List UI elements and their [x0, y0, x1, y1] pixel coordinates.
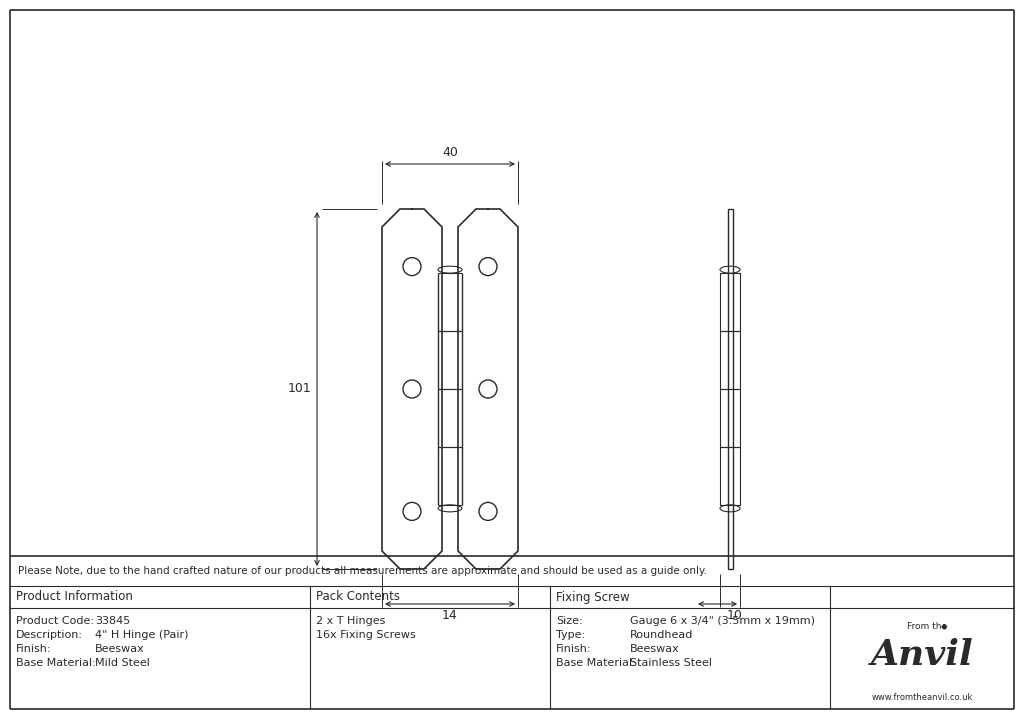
- Text: Mild Steel: Mild Steel: [95, 658, 150, 668]
- Text: Beeswax: Beeswax: [630, 644, 680, 654]
- Text: Size:: Size:: [556, 616, 583, 626]
- Text: 4" H Hinge (Pair): 4" H Hinge (Pair): [95, 630, 188, 640]
- Text: Fixing Screw: Fixing Screw: [556, 590, 630, 603]
- Text: Anvil: Anvil: [870, 638, 974, 672]
- Text: 14: 14: [442, 609, 458, 622]
- Text: Base Material:: Base Material:: [16, 658, 96, 668]
- Text: Roundhead: Roundhead: [630, 630, 693, 640]
- Text: 10: 10: [727, 609, 743, 622]
- Text: 40: 40: [442, 146, 458, 159]
- Text: Beeswax: Beeswax: [95, 644, 144, 654]
- Bar: [720, 331, 740, 389]
- Text: 101: 101: [288, 383, 311, 395]
- Text: Finish:: Finish:: [556, 644, 592, 654]
- Text: www.fromtheanvil.co.uk: www.fromtheanvil.co.uk: [871, 693, 973, 702]
- Bar: [720, 273, 740, 331]
- Text: 16x Fixing Screws: 16x Fixing Screws: [316, 630, 416, 640]
- Bar: [720, 447, 740, 505]
- Text: 2 x T Hinges: 2 x T Hinges: [316, 616, 385, 626]
- Text: From the: From the: [907, 622, 947, 631]
- Text: Stainless Steel: Stainless Steel: [630, 658, 712, 668]
- Bar: [727, 209, 732, 569]
- Text: ◆: ◆: [941, 622, 947, 631]
- Text: Finish:: Finish:: [16, 644, 51, 654]
- Text: Product Code:: Product Code:: [16, 616, 94, 626]
- Text: 33845: 33845: [95, 616, 130, 626]
- Text: Please Note, due to the hand crafted nature of our products all measurements are: Please Note, due to the hand crafted nat…: [18, 566, 707, 576]
- Text: Type:: Type:: [556, 630, 585, 640]
- Text: Pack Contents: Pack Contents: [316, 590, 400, 603]
- Text: Description:: Description:: [16, 630, 83, 640]
- Text: Base Material:: Base Material:: [556, 658, 636, 668]
- Bar: [720, 389, 740, 447]
- Text: Product Information: Product Information: [16, 590, 133, 603]
- Text: Gauge 6 x 3/4" (3.5mm x 19mm): Gauge 6 x 3/4" (3.5mm x 19mm): [630, 616, 815, 626]
